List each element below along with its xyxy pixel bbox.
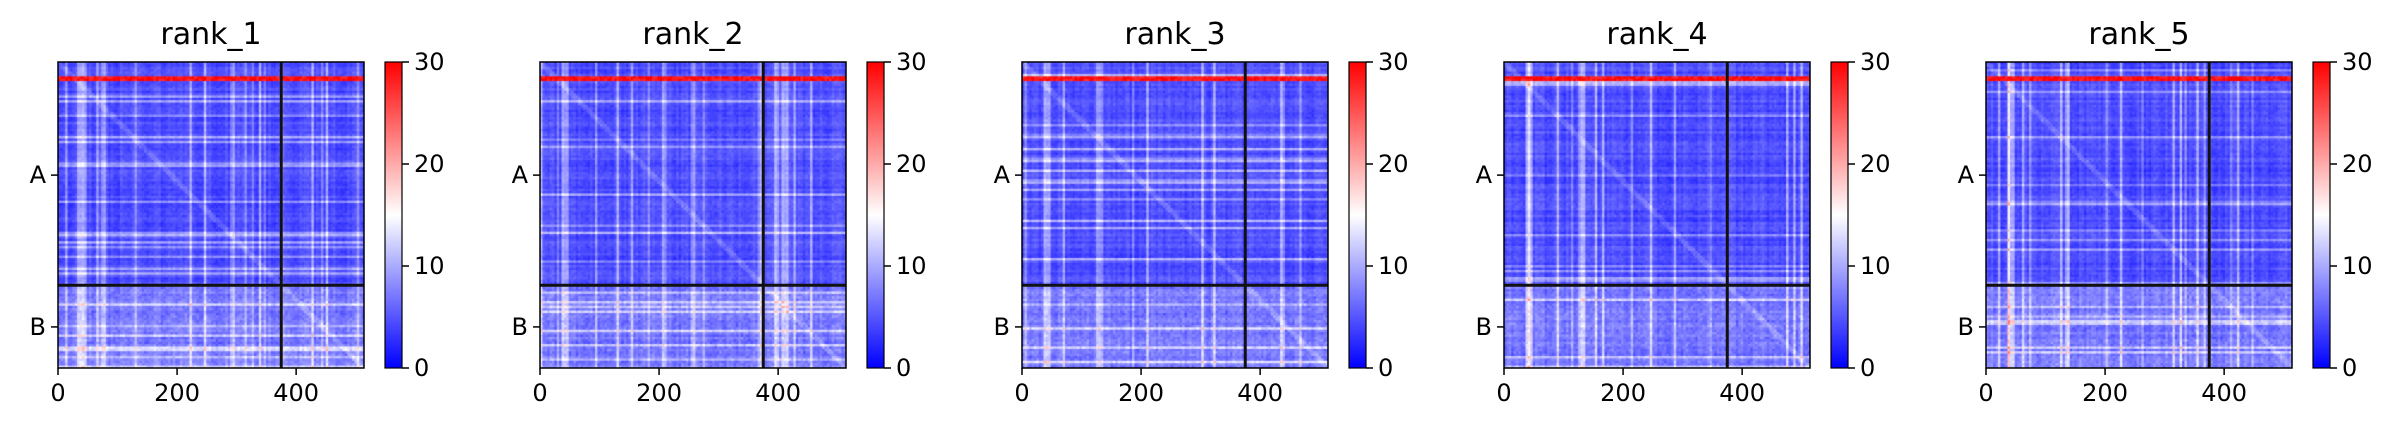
- y-segment-label: A: [994, 161, 1011, 189]
- heatmap-image: [1986, 62, 2292, 368]
- x-tick-label: 0: [1496, 379, 1511, 407]
- y-segment-label: B: [30, 313, 46, 341]
- colorbar-tick-label: 0: [1378, 354, 1393, 382]
- x-tick-label: 200: [636, 379, 682, 407]
- x-tick-label: 200: [2082, 379, 2128, 407]
- x-tick-label: 400: [273, 379, 319, 407]
- colorbar-tick-label: 30: [2342, 48, 2373, 76]
- panel-title: rank_3: [1124, 17, 1225, 52]
- x-tick-label: 400: [2201, 379, 2247, 407]
- colorbar-tick-label: 20: [414, 150, 445, 178]
- plot-frame: [1503, 61, 1811, 369]
- colorbar: [1830, 61, 1849, 369]
- y-segment-label: A: [30, 161, 47, 189]
- colorbar-tick-label: 10: [1860, 252, 1891, 280]
- panel-3: rank_3 0 200 400 A B 0 10 20 30: [994, 17, 1409, 407]
- colorbar-tick-label: 30: [1860, 48, 1891, 76]
- plot-frame: [57, 61, 365, 369]
- plot-frame: [1985, 61, 2293, 369]
- y-segment-label: A: [1476, 161, 1493, 189]
- y-segment-label: B: [1476, 313, 1492, 341]
- y-segment-label: A: [512, 161, 529, 189]
- colorbar-tick-label: 10: [896, 252, 927, 280]
- x-tick-label: 200: [1118, 379, 1164, 407]
- colorbar-tick-label: 30: [1378, 48, 1409, 76]
- panel-5: rank_5 0 200 400 A B 0 10 20 30: [1958, 17, 2373, 407]
- y-segment-label: B: [1958, 313, 1974, 341]
- colorbar: [866, 61, 885, 369]
- x-tick-label: 200: [154, 379, 200, 407]
- heatmap-image: [1022, 62, 1328, 368]
- x-tick-label: 0: [532, 379, 547, 407]
- colorbar-tick-label: 0: [896, 354, 911, 382]
- colorbar: [2312, 61, 2331, 369]
- colorbar-tick-label: 0: [1860, 354, 1875, 382]
- colorbar-tick-label: 10: [2342, 252, 2373, 280]
- plot-frame: [1021, 61, 1329, 369]
- colorbar-tick-label: 20: [1378, 150, 1409, 178]
- panel-title: rank_5: [2088, 17, 2189, 52]
- x-tick-label: 400: [755, 379, 801, 407]
- colorbar-tick-label: 10: [414, 252, 445, 280]
- colorbar-tick-label: 10: [1378, 252, 1409, 280]
- panel-1: rank_1 0 200 400 A B 0 10 20 30: [30, 17, 445, 407]
- colorbar-tick-label: 0: [414, 354, 429, 382]
- y-segment-label: B: [512, 313, 528, 341]
- colorbar-tick-label: 30: [414, 48, 445, 76]
- x-tick-label: 400: [1719, 379, 1765, 407]
- colorbar-tick-label: 0: [2342, 354, 2357, 382]
- heatmap-image: [540, 62, 846, 368]
- y-segment-label: B: [994, 313, 1010, 341]
- colorbar: [384, 61, 403, 369]
- colorbar-tick-label: 30: [896, 48, 927, 76]
- y-segment-label: A: [1958, 161, 1975, 189]
- heatmap-image: [1504, 62, 1810, 368]
- x-tick-label: 400: [1237, 379, 1283, 407]
- colorbar: [1348, 61, 1367, 369]
- plot-frame: [539, 61, 847, 369]
- x-tick-label: 0: [50, 379, 65, 407]
- x-tick-label: 200: [1600, 379, 1646, 407]
- heatmap-image: [58, 62, 364, 368]
- panel-title: rank_1: [160, 17, 261, 52]
- colorbar-tick-label: 20: [2342, 150, 2373, 178]
- x-tick-label: 0: [1978, 379, 1993, 407]
- panel-4: rank_4 0 200 400 A B 0 10 20 30: [1476, 17, 1891, 407]
- panel-2: rank_2 0 200 400 A B 0 10 20 30: [512, 17, 927, 407]
- panel-title: rank_4: [1606, 17, 1707, 52]
- x-tick-label: 0: [1014, 379, 1029, 407]
- colorbar-tick-label: 20: [1860, 150, 1891, 178]
- panel-title: rank_2: [642, 17, 743, 52]
- colorbar-tick-label: 20: [896, 150, 927, 178]
